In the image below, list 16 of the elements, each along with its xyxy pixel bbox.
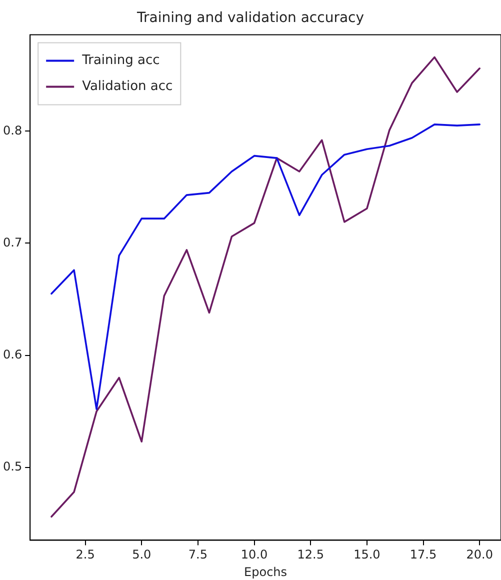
y-tick-label: 0.8: [2, 123, 22, 138]
x-tick-label: 5.0: [132, 548, 152, 562]
x-tick-label: 7.5: [188, 548, 208, 562]
x-tick-label: 15.0: [354, 548, 380, 562]
y-tick-label: 0.6: [2, 347, 22, 362]
x-tick-label: 2.5: [76, 548, 95, 562]
chart-title: Training and validation accuracy: [136, 10, 364, 26]
y-tick-label: 0.7: [2, 235, 22, 250]
x-tick-label: 20.0: [466, 548, 493, 562]
x-tick-label: 10.0: [240, 548, 268, 562]
legend-label: Training acc: [81, 53, 160, 68]
x-tick-label: 17.5: [410, 548, 437, 562]
x-tick-label: 12.5: [297, 548, 324, 562]
legend-label: Validation acc: [82, 79, 173, 94]
x-axis-title: Epochs: [244, 564, 288, 579]
y-tick-label: 0.5: [2, 459, 22, 474]
